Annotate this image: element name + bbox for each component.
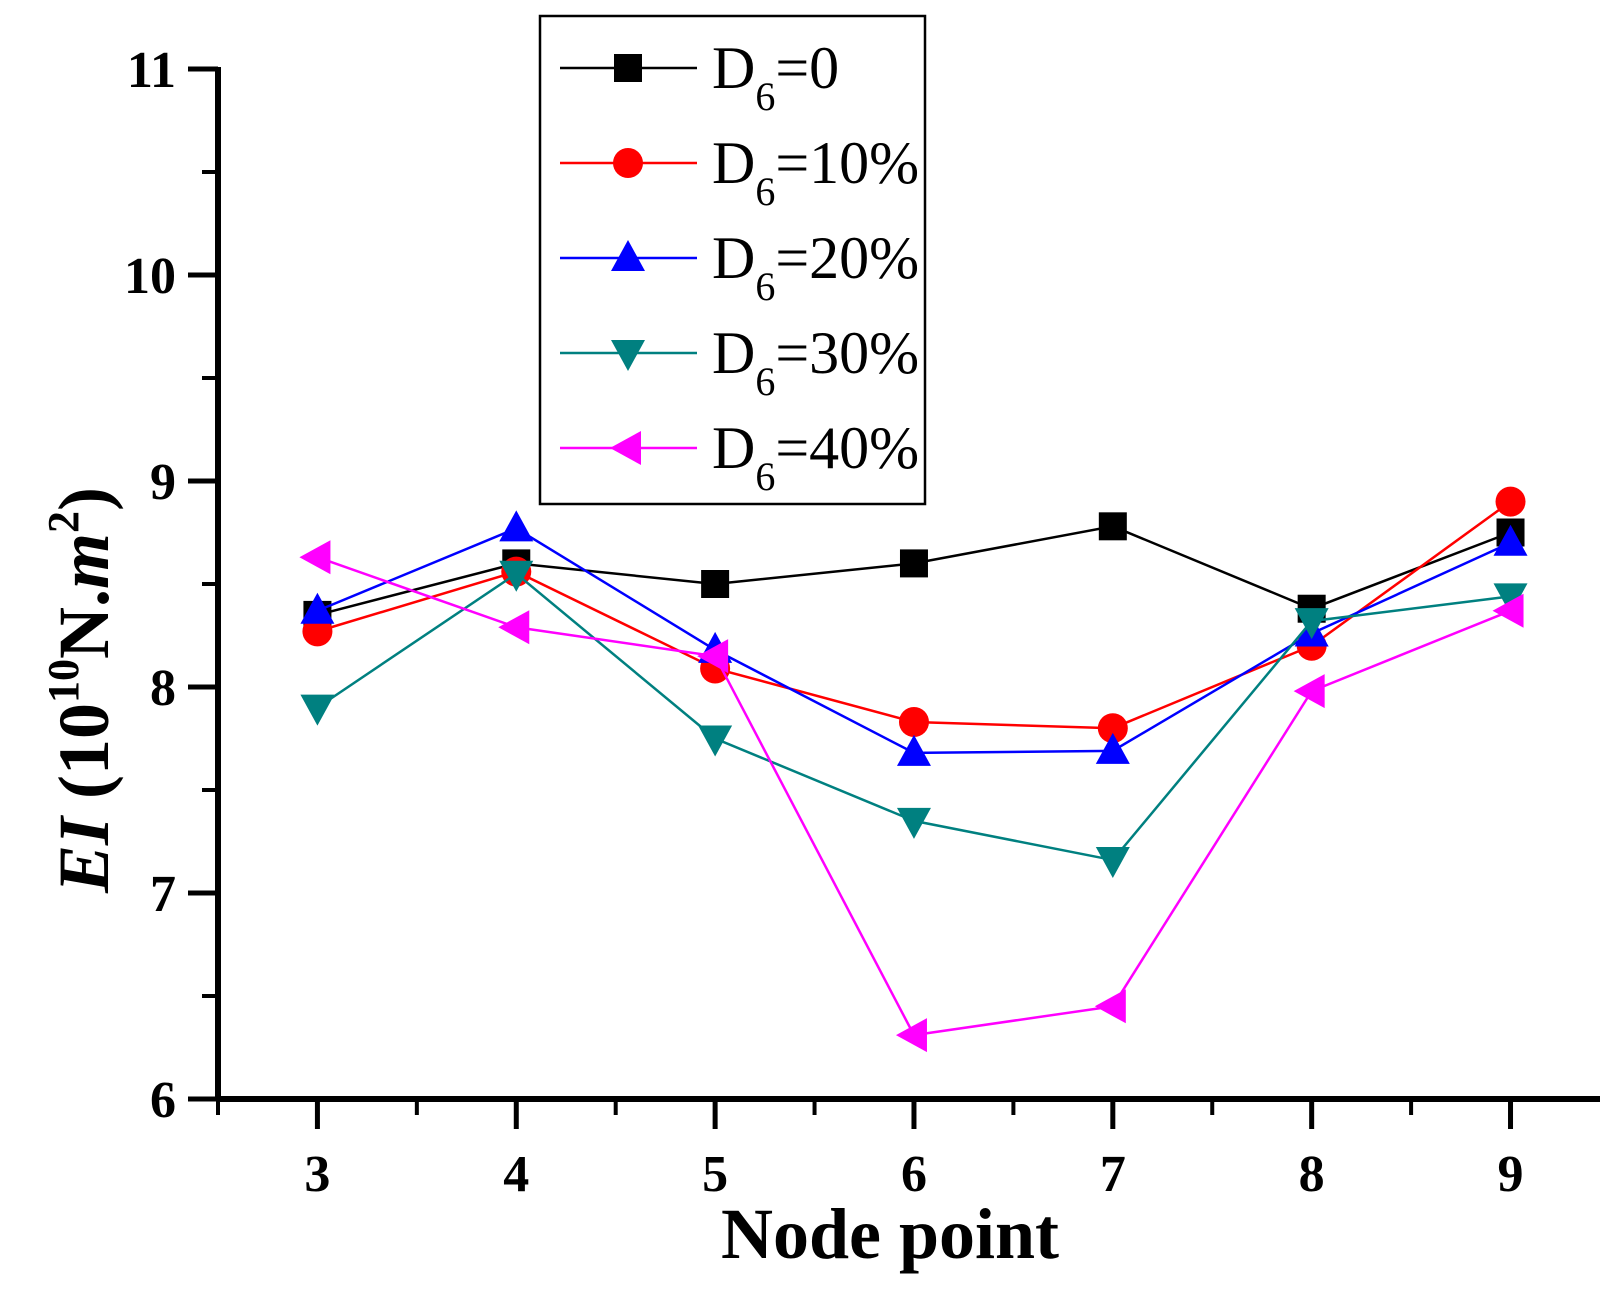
x-tick-label: 5: [702, 1146, 728, 1203]
legend-label: D6=30%: [712, 320, 919, 404]
data-point: [499, 560, 534, 592]
y-tick-label: 11: [127, 42, 176, 99]
y-tick-label: 9: [150, 454, 176, 511]
y-axis-title-close: ): [44, 487, 124, 511]
legend-label: D6=10%: [712, 130, 919, 214]
x-tick-label: 9: [1498, 1146, 1524, 1203]
data-point: [1492, 593, 1524, 628]
y-tick-label: 8: [150, 660, 176, 717]
series-1: [302, 486, 1526, 744]
data-point: [499, 510, 534, 542]
data-point: [898, 707, 929, 738]
data-point: [1495, 486, 1526, 517]
data-point: [498, 610, 530, 645]
y-axis-title-exp1: 10: [39, 659, 88, 703]
series-line-4: [317, 556, 1511, 1037]
data-point: [302, 616, 333, 647]
data-point: [1097, 713, 1128, 744]
data-point: [899, 549, 928, 578]
y-axis-title-ei: EI: [44, 814, 124, 894]
y-tick-label: 6: [150, 1072, 176, 1129]
data-point: [1293, 674, 1325, 709]
axes: 6 7 8 9 10 11 3 4 5 6 7 8 9: [124, 42, 1600, 1203]
data-point: [1098, 512, 1127, 541]
legend-label: D6=0: [712, 35, 839, 119]
legend-marker: [611, 240, 645, 271]
legend-marker: [610, 431, 641, 465]
legend: D6=0 D6=10% D6=20% D6=30% D6=40%: [538, 14, 927, 506]
x-tick-label: 8: [1299, 1146, 1325, 1203]
legend-marker: [611, 340, 645, 371]
legend-box: [538, 14, 927, 506]
series-4: [299, 540, 1524, 1053]
y-axis-title-m: m: [44, 533, 124, 589]
data-point: [698, 725, 733, 757]
legend-label: D6=40%: [712, 415, 919, 499]
y-axis-title-exp2: 2: [39, 511, 88, 533]
legend-marker: [613, 148, 643, 178]
data-point: [895, 1018, 927, 1053]
x-tick-label: 6: [901, 1146, 927, 1203]
series-group: [299, 486, 1528, 1053]
series-3: [300, 560, 1528, 879]
data-point: [1294, 608, 1329, 640]
y-axis-title-unit: N.: [44, 589, 124, 659]
data-point: [1094, 989, 1126, 1024]
legend-label: D6=20%: [712, 225, 919, 309]
y-tick-label: 10: [124, 248, 176, 305]
data-point: [300, 694, 335, 726]
x-tick-label: 3: [304, 1146, 330, 1203]
data-point: [896, 807, 931, 839]
y-axis-title: EI (1010N.m2): [39, 487, 124, 894]
data-point: [1095, 732, 1130, 764]
data-point: [896, 734, 931, 766]
data-point: [300, 592, 335, 624]
data-point: [697, 639, 729, 674]
x-tick-label: 7: [1100, 1146, 1126, 1203]
data-point: [1493, 583, 1528, 615]
data-point: [1095, 847, 1130, 879]
data-point: [1493, 524, 1528, 556]
series-0: [303, 512, 1525, 629]
legend-marker: [614, 54, 642, 82]
data-point: [701, 570, 730, 598]
data-point: [299, 540, 331, 575]
y-tick-label: 7: [150, 866, 176, 923]
x-axis-title: Node point: [721, 1194, 1059, 1274]
y-axis-title-base: (10: [44, 703, 124, 799]
x-tick-label: 4: [503, 1146, 529, 1203]
